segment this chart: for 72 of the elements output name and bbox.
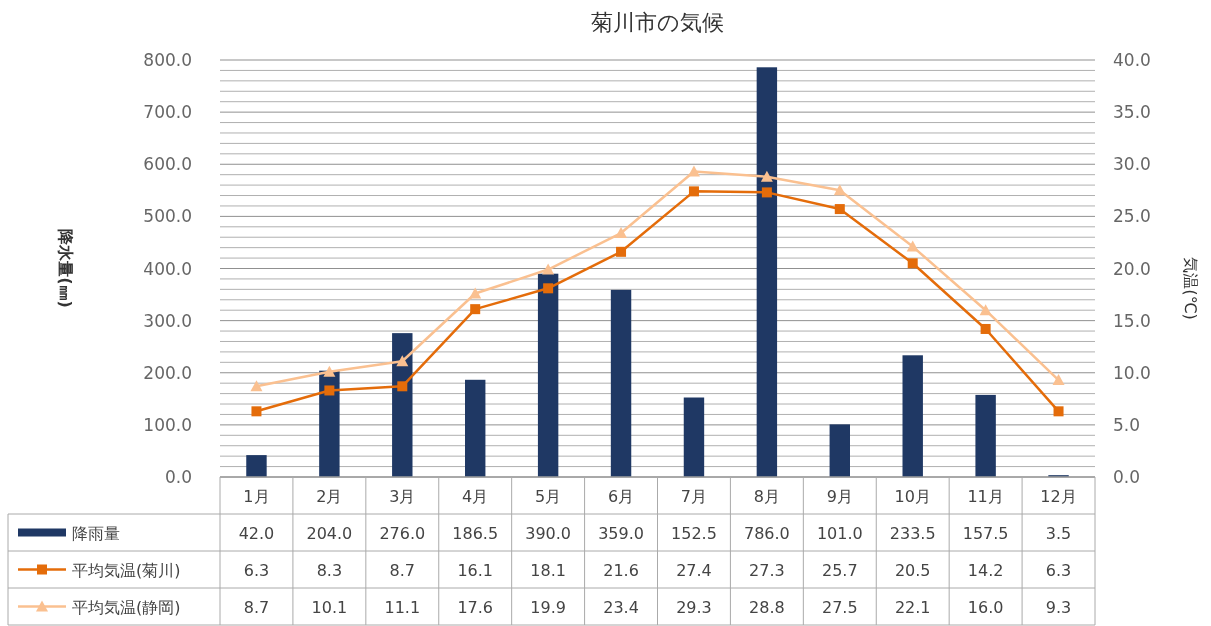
data-label: 27.3	[749, 560, 785, 580]
data-label: 25.7	[821, 560, 858, 580]
x-tick-label: 1月	[243, 486, 270, 506]
y-tick-label: 600.0	[143, 154, 192, 175]
x-tick-label: 12月	[1040, 486, 1077, 506]
y-tick-label: 500.0	[143, 206, 192, 227]
data-label: 23.4	[603, 597, 639, 617]
data-label: 233.5	[889, 523, 936, 543]
legend-label: 降雨量	[72, 523, 120, 543]
y2-tick-label: 35.0	[1113, 102, 1151, 123]
data-label: 204.0	[306, 523, 353, 543]
data-label: 101.0	[816, 523, 863, 543]
data-label: 21.6	[603, 560, 639, 580]
data-label: 3.5	[1045, 523, 1072, 543]
data-label: 6.3	[1045, 560, 1072, 580]
data-label: 20.5	[894, 560, 931, 580]
y-tick-label: 400.0	[143, 258, 192, 279]
y-tick-label: 200.0	[143, 362, 192, 383]
y-tick-label: 700.0	[143, 102, 192, 123]
data-label: 27.5	[821, 597, 858, 617]
data-label: 14.2	[967, 560, 1004, 580]
data-label: 17.6	[457, 597, 494, 617]
data-label: 8.7	[389, 560, 416, 580]
x-tick-label: 9月	[826, 486, 853, 506]
data-label: 22.1	[894, 597, 931, 617]
y2-tick-label: 30.0	[1113, 154, 1151, 175]
x-tick-label: 7月	[680, 486, 708, 506]
chart-title: 菊川市の気候	[591, 10, 724, 35]
data-label: 276.0	[379, 523, 426, 543]
data-label: 157.5	[962, 523, 1009, 543]
legend-label: 平均気温(静岡)	[72, 597, 181, 617]
data-label: 10.1	[311, 597, 348, 617]
data-label: 16.1	[457, 560, 494, 580]
x-tick-label: 4月	[462, 486, 489, 506]
data-label: 28.8	[749, 597, 785, 617]
y-tick-label: 0.0	[164, 467, 192, 487]
data-label: 29.3	[676, 597, 712, 617]
data-label: 42.0	[238, 523, 275, 543]
y-tick-label: 300.0	[143, 310, 192, 331]
data-label: 18.1	[530, 560, 566, 580]
y2-tick-label: 20.0	[1113, 258, 1151, 279]
data-label: 19.9	[530, 597, 566, 617]
y-axis-title: 降水量(㎜)	[56, 229, 75, 308]
data-label: 186.5	[452, 523, 499, 543]
data-label: 390.0	[525, 523, 572, 543]
data-label: 16.0	[967, 597, 1004, 617]
y2-tick-label: 25.0	[1113, 206, 1151, 227]
y2-tick-label: 10.0	[1113, 362, 1151, 383]
data-label: 359.0	[598, 523, 644, 543]
data-label: 27.4	[676, 560, 712, 580]
data-label: 786.0	[743, 523, 790, 543]
y2-tick-label: 40.0	[1113, 50, 1151, 70]
data-label: 152.5	[671, 523, 717, 543]
x-tick-label: 11月	[967, 486, 1004, 506]
data-label: 11.1	[384, 597, 421, 617]
y-tick-label: 800.0	[143, 50, 192, 70]
x-tick-label: 5月	[535, 486, 562, 506]
legend-label: 平均気温(菊川)	[72, 560, 181, 580]
y2-tick-label: 15.0	[1113, 310, 1151, 331]
x-tick-label: 3月	[389, 486, 416, 506]
data-label: 8.3	[316, 560, 343, 580]
x-tick-label: 10月	[894, 486, 931, 506]
data-label: 9.3	[1045, 597, 1072, 617]
y2-axis-title: 気温(℃)	[1181, 257, 1200, 320]
data-label: 6.3	[243, 560, 270, 580]
y2-tick-label: 5.0	[1113, 414, 1141, 435]
y2-tick-label: 0.0	[1113, 467, 1141, 487]
x-tick-label: 6月	[607, 486, 635, 506]
y-tick-label: 100.0	[143, 414, 192, 435]
x-tick-label: 8月	[753, 486, 780, 506]
data-label: 8.7	[243, 597, 270, 617]
x-tick-label: 2月	[316, 486, 343, 506]
